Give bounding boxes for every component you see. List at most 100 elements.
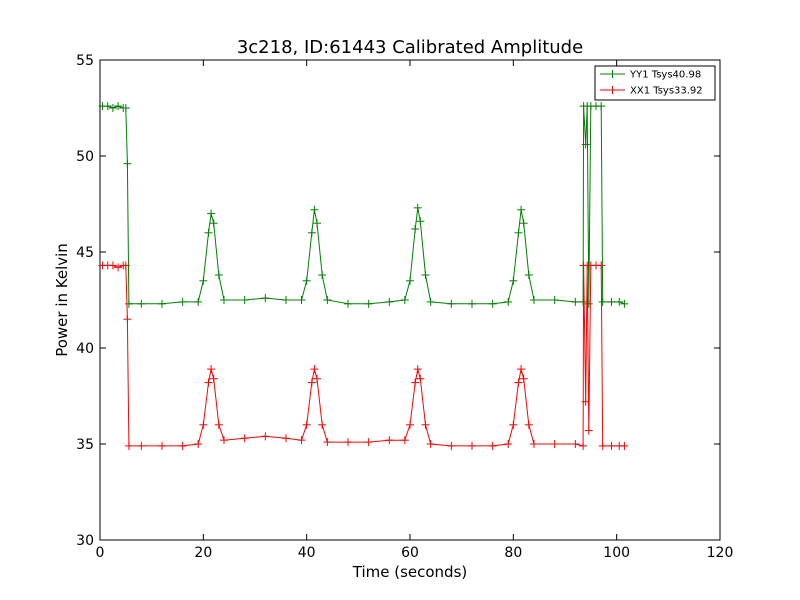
data-point — [103, 102, 112, 111]
x-tick-label-2: 40 — [298, 545, 316, 561]
data-point — [323, 438, 332, 447]
data-point — [318, 420, 327, 429]
data-point — [124, 299, 133, 308]
data-point — [204, 378, 213, 387]
data-point — [524, 271, 533, 280]
y-tick-label-2: 40 — [76, 341, 94, 357]
data-point — [416, 217, 425, 226]
data-point — [598, 441, 607, 450]
data-point — [207, 365, 216, 374]
data-point — [488, 299, 497, 308]
data-point — [581, 397, 590, 406]
data-point — [114, 102, 123, 111]
data-point — [421, 271, 430, 280]
data-point — [204, 228, 213, 237]
y-tick-label-4: 50 — [76, 149, 94, 165]
data-point — [581, 140, 590, 149]
legend-label-yy1: YY1 Tsys40.98 — [629, 70, 701, 81]
data-point — [468, 299, 476, 308]
data-point — [421, 420, 430, 429]
data-point — [584, 426, 593, 435]
series-layer — [98, 102, 629, 450]
data-point — [158, 441, 166, 450]
data-point — [199, 420, 208, 429]
data-point — [550, 296, 559, 304]
data-point — [400, 436, 409, 445]
data-point — [364, 299, 373, 308]
data-point — [385, 436, 394, 445]
data-point — [214, 271, 223, 280]
data-point — [468, 441, 476, 450]
x-tick-label-6: 120 — [707, 545, 734, 561]
data-point — [178, 441, 187, 450]
data-point — [209, 219, 218, 228]
data-point — [108, 104, 117, 112]
x-tick-label-5: 100 — [603, 545, 630, 561]
data-point — [509, 276, 518, 285]
data-point — [302, 276, 311, 285]
data-point — [504, 440, 513, 448]
data-point — [411, 224, 420, 233]
legend-entry-yy1: YY1 Tsys40.98 — [600, 70, 701, 81]
data-point — [607, 297, 616, 306]
data-point — [137, 441, 146, 450]
data-point — [240, 434, 249, 443]
data-point — [121, 104, 130, 112]
data-point — [597, 261, 606, 270]
data-point — [571, 297, 580, 306]
data-point — [406, 276, 414, 285]
data-point — [261, 432, 270, 441]
data-point — [509, 420, 518, 429]
data-point — [313, 374, 321, 383]
data-point — [571, 440, 580, 448]
data-point — [137, 299, 146, 308]
data-point — [307, 228, 316, 237]
data-point — [598, 297, 607, 306]
data-point — [385, 297, 394, 306]
data-point — [282, 434, 290, 443]
data-point — [517, 365, 526, 374]
data-point — [121, 261, 130, 270]
legend-label-xx1: XX1 Tsys33.92 — [630, 86, 703, 97]
data-point — [364, 438, 373, 447]
data-point — [220, 296, 228, 304]
data-point — [261, 294, 270, 303]
y-tick-label-0: 30 — [76, 533, 94, 549]
plot-frame — [99, 59, 721, 541]
data-point — [426, 297, 435, 306]
data-point — [406, 420, 414, 429]
data-point — [519, 374, 528, 383]
series-1 — [98, 261, 629, 450]
data-point — [514, 378, 523, 387]
data-point — [220, 436, 228, 445]
data-point — [123, 159, 132, 168]
y-tick-label-3: 45 — [76, 245, 94, 261]
data-point — [344, 438, 352, 447]
y-tick-label-5: 55 — [76, 53, 94, 69]
data-point — [178, 297, 187, 306]
data-point — [114, 263, 123, 272]
data-point — [416, 374, 425, 383]
data-point — [400, 296, 409, 304]
series-0 — [98, 102, 629, 308]
data-point — [517, 205, 526, 214]
data-point — [310, 365, 319, 374]
data-point — [411, 378, 420, 387]
data-point — [199, 276, 208, 285]
data-point — [524, 420, 533, 429]
legend: YY1 Tsys40.98 XX1 Tsys33.92 — [594, 65, 716, 101]
data-point — [514, 228, 523, 237]
data-point — [323, 296, 332, 304]
data-point — [620, 299, 629, 308]
data-point — [597, 102, 606, 111]
x-tick-label-3: 60 — [401, 545, 419, 561]
data-point — [302, 420, 311, 429]
data-point — [123, 315, 132, 324]
data-point — [297, 296, 306, 304]
ticks-layer: 0 20 40 60 80 100 120 30 35 40 45 50 55 — [76, 53, 733, 561]
data-point — [426, 440, 435, 448]
data-point — [607, 441, 616, 450]
data-point — [240, 296, 249, 304]
data-point — [530, 440, 538, 448]
